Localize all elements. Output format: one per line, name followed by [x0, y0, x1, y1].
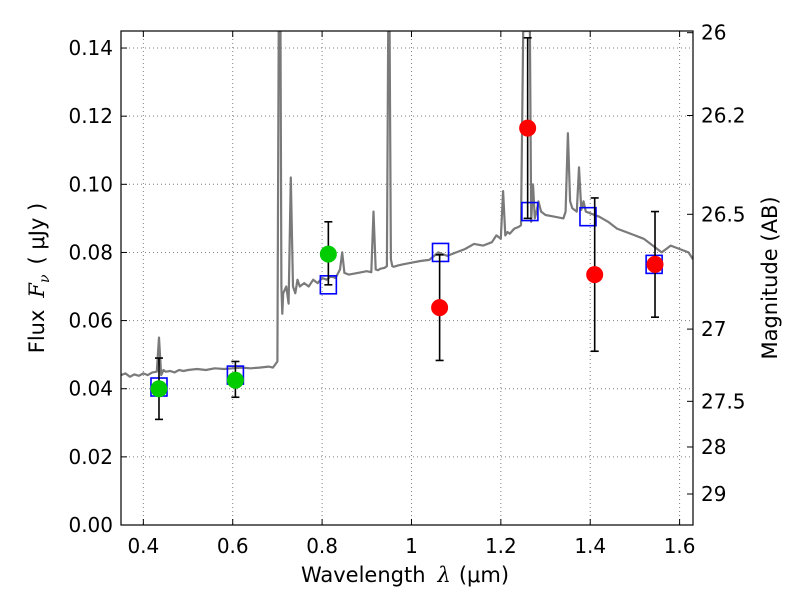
right-tick-label: 27	[701, 317, 726, 341]
y-tick-label: 0.10	[68, 172, 113, 196]
x-tick-label: 1.6	[664, 534, 696, 558]
right-tick-label: 27.5	[701, 389, 746, 413]
right-tick-label: 28	[701, 435, 726, 459]
model-photometry-box	[579, 206, 597, 227]
spectrum-line	[121, 31, 693, 378]
y-axis-label: FluxFν( μJy )	[25, 203, 53, 353]
y-tick-label: 0.14	[68, 36, 113, 60]
flux-data-point	[431, 299, 449, 317]
y-tick-label: 0.02	[68, 445, 113, 469]
y-tick-label: 0.04	[68, 377, 113, 401]
right-tick-label: 29	[701, 482, 726, 506]
model-photometry-box	[431, 242, 450, 263]
flux-data-point	[319, 245, 337, 263]
right-axis-label: Magnitude (AB)	[758, 196, 782, 359]
x-tick-label: 0.8	[306, 534, 338, 558]
flux-data-point	[150, 380, 168, 398]
x-tick-label: 0.4	[127, 534, 159, 558]
tick-labels: 0.4 0.6 0.8 1 1.2 1.4 1.6 0.00 0.02 0.04 0.06 0.08 0…	[68, 21, 745, 558]
plot-frame	[120, 30, 694, 526]
axis-ticks	[121, 31, 693, 526]
x-tick-label: 1.4	[574, 534, 606, 558]
y-tick-label: 0.00	[68, 513, 113, 537]
y-tick-label: 0.08	[68, 240, 113, 264]
x-tick-label: 1.2	[485, 534, 517, 558]
flux-data-point	[226, 371, 244, 389]
right-tick-label: 26	[701, 21, 726, 45]
right-tick-label: 26.5	[701, 202, 746, 226]
flux-data-point	[519, 119, 537, 137]
model-photometry-box	[521, 201, 539, 222]
y-tick-label: 0.12	[68, 104, 113, 128]
x-axis-label: Wavelength λ (μm)	[301, 563, 509, 587]
y-tick-label: 0.06	[68, 309, 113, 333]
plot-area	[121, 31, 693, 525]
flux-data-point	[586, 266, 604, 284]
model-spectrum	[121, 31, 693, 378]
data-markers	[150, 37, 664, 421]
x-tick-label: 0.6	[217, 534, 249, 558]
flux-data-point	[646, 255, 664, 273]
x-tick-label: 1	[405, 534, 418, 558]
right-tick-label: 26.2	[701, 103, 746, 127]
